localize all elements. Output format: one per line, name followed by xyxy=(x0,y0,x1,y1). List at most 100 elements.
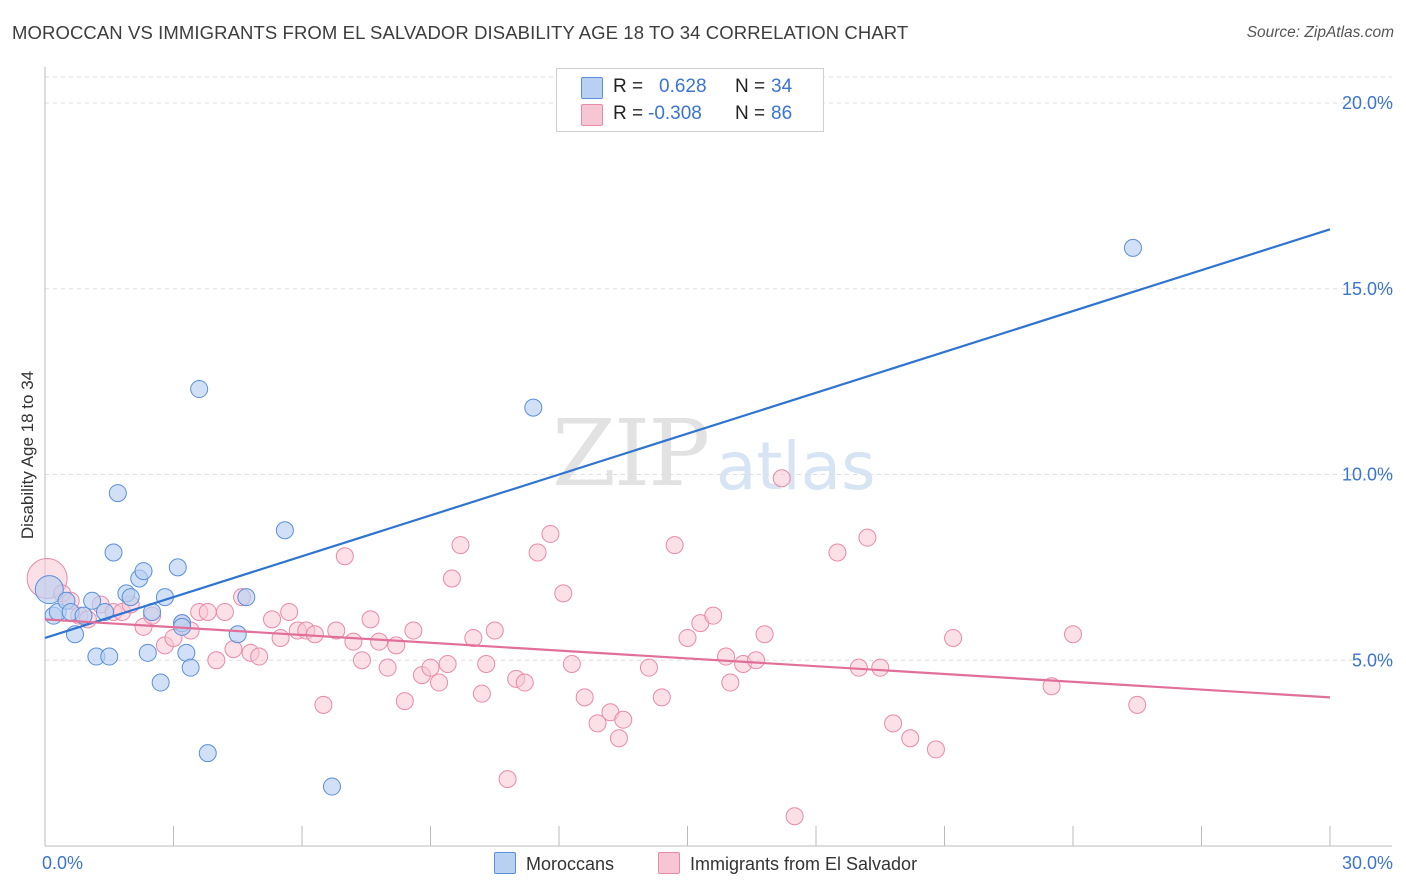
n-value-moroccans: 34 xyxy=(771,76,793,97)
moroccan-points xyxy=(34,238,1142,796)
salvador-point xyxy=(224,640,243,659)
moroccan-point xyxy=(100,647,119,666)
moroccan-point xyxy=(168,558,187,577)
salvador-point xyxy=(250,647,269,666)
salvador-point xyxy=(198,602,217,621)
moroccan-point xyxy=(322,777,341,796)
salvador-point xyxy=(828,543,847,562)
salvador-point xyxy=(901,729,920,748)
watermark-atlas: atlas xyxy=(716,428,876,505)
moroccan-point xyxy=(181,658,200,677)
salvador-point xyxy=(515,673,534,692)
x-tick-label: 30.0% xyxy=(1342,853,1393,873)
axis-layer xyxy=(44,67,1392,847)
legend-label-moroccans: Moroccans xyxy=(526,854,615,874)
salvador-point xyxy=(421,658,440,677)
salvador-point xyxy=(588,714,607,733)
salvador-point xyxy=(430,673,449,692)
salvador-point xyxy=(464,628,483,647)
moroccan-point xyxy=(134,562,153,581)
x-tick-label: 0.0% xyxy=(42,853,83,873)
moroccan-point xyxy=(190,380,209,399)
salvador-point xyxy=(785,807,804,826)
salvador-point xyxy=(747,651,766,670)
n-value-salvador: 86 xyxy=(771,103,793,124)
salvador-point xyxy=(639,658,658,677)
salvador-point xyxy=(562,654,581,673)
chart-title: MOROCCAN VS IMMIGRANTS FROM EL SALVADOR … xyxy=(12,22,909,43)
salvador-point xyxy=(1042,677,1061,696)
salvador-point xyxy=(772,469,791,488)
salvador-point xyxy=(378,658,397,677)
salvador-point xyxy=(717,647,736,666)
moroccan-point xyxy=(95,602,114,621)
moroccan-point xyxy=(83,591,102,610)
salvador-point xyxy=(314,695,333,714)
blue-square-icon xyxy=(494,852,516,874)
salvador-point xyxy=(352,651,371,670)
salvador-point xyxy=(498,770,517,789)
salvador-point xyxy=(327,621,346,640)
pink-swatch-icon xyxy=(581,104,603,126)
moroccan-point xyxy=(275,521,294,540)
moroccan-point xyxy=(151,673,170,692)
legend-item-moroccans[interactable]: Moroccans xyxy=(494,852,614,876)
salvador-point xyxy=(280,602,299,621)
salvador-point xyxy=(215,602,234,621)
salvador-point xyxy=(665,536,684,555)
salvador-points xyxy=(26,469,1147,826)
salvador-point xyxy=(609,729,628,748)
salvador-point xyxy=(1128,695,1147,714)
moroccan-point xyxy=(524,398,543,417)
moroccan-point xyxy=(104,543,123,562)
moroccan-point xyxy=(121,588,140,607)
moroccan-point xyxy=(108,484,127,503)
moroccan-point xyxy=(1123,238,1142,257)
moroccan-point xyxy=(228,625,247,644)
salvador-point xyxy=(395,692,414,711)
salvador-point xyxy=(263,610,282,629)
salvador-point xyxy=(207,651,226,670)
salvador-point xyxy=(438,654,457,673)
r-label: R = xyxy=(613,103,644,124)
tick-labels: 5.0% 10.0% 15.0% 20.0% 0.0% 30.0% xyxy=(42,93,1393,873)
r-value-salvador: -0.308 xyxy=(648,103,702,124)
moroccan-point xyxy=(177,643,196,662)
r-label: R = xyxy=(613,76,644,97)
legend-item-salvador[interactable]: Immigrants from El Salvador xyxy=(658,852,917,876)
salvador-point xyxy=(884,714,903,733)
trendlines xyxy=(44,228,1331,699)
salvador-point xyxy=(442,569,461,588)
salvador-trendline xyxy=(44,618,1331,699)
pink-square-icon xyxy=(658,852,680,874)
watermark-zip: ZIP xyxy=(552,400,710,507)
salvador-point xyxy=(871,658,890,677)
y-tick-label: 5.0% xyxy=(1352,650,1393,670)
stats-row-salvador: R = -0.308 N = 86 xyxy=(557,101,823,127)
salvador-point xyxy=(370,632,389,651)
salvador-point xyxy=(926,740,945,759)
salvador-point xyxy=(554,584,573,603)
salvador-point xyxy=(858,528,877,547)
salvador-point xyxy=(652,688,671,707)
salvador-point xyxy=(485,621,504,640)
salvador-point xyxy=(477,654,496,673)
salvador-point xyxy=(271,628,290,647)
y-tick-label: 20.0% xyxy=(1342,93,1393,113)
salvador-point xyxy=(451,536,470,555)
salvador-point xyxy=(678,628,697,647)
n-label: N = xyxy=(735,103,766,124)
moroccan-point xyxy=(198,744,217,763)
salvador-point xyxy=(335,547,354,566)
salvador-point xyxy=(721,673,740,692)
salvador-point xyxy=(305,625,324,644)
moroccan-point xyxy=(138,643,157,662)
legend-label-salvador: Immigrants from El Salvador xyxy=(690,854,918,874)
moroccan-trendline xyxy=(44,228,1331,640)
salvador-point xyxy=(541,524,560,543)
salvador-point xyxy=(472,684,491,703)
salvador-point xyxy=(704,606,723,625)
y-tick-label: 10.0% xyxy=(1342,465,1393,485)
salvador-point xyxy=(361,610,380,629)
